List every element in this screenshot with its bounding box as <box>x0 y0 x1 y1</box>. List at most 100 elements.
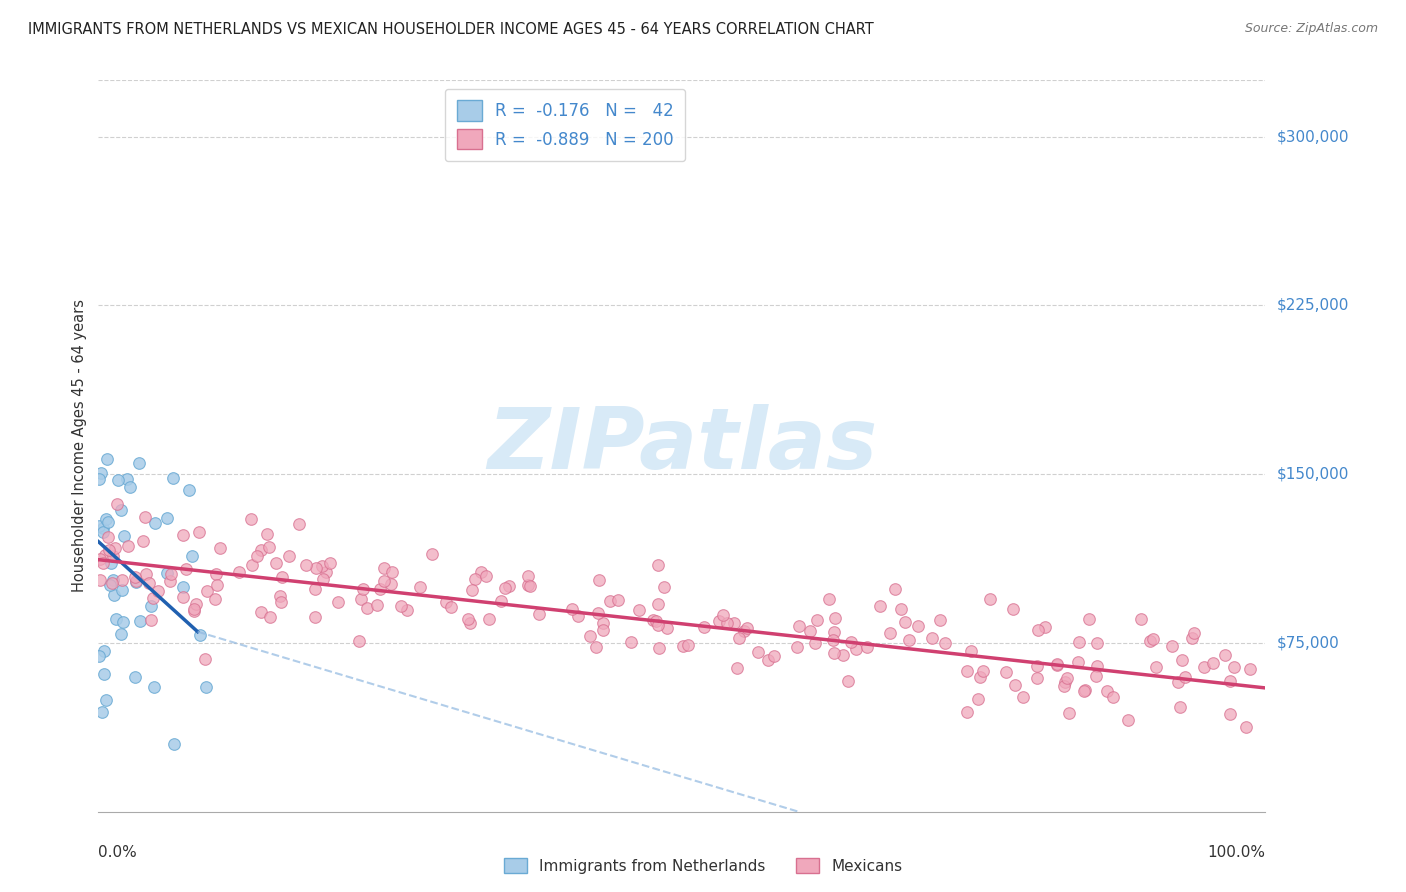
Point <box>762 649 785 664</box>
Point <box>1057 706 1080 720</box>
Point <box>786 640 808 655</box>
Point <box>644 614 666 628</box>
Point <box>208 541 231 556</box>
Point <box>1077 612 1099 626</box>
Point <box>93 524 115 539</box>
Point <box>97 530 120 544</box>
Point <box>117 539 139 553</box>
Point <box>159 567 181 582</box>
Point <box>1095 683 1118 698</box>
Point <box>470 565 492 579</box>
Point <box>972 664 994 678</box>
Point <box>100 575 122 590</box>
Point <box>110 627 132 641</box>
Point <box>959 644 981 658</box>
Point <box>240 558 263 572</box>
Point <box>561 602 583 616</box>
Point <box>592 616 614 631</box>
Point <box>478 611 501 625</box>
Point <box>118 479 141 493</box>
Point <box>112 529 135 543</box>
Point <box>1026 672 1049 686</box>
Point <box>96 512 118 526</box>
Point <box>1139 633 1161 648</box>
Point <box>879 625 901 640</box>
Point <box>111 573 134 587</box>
Point <box>278 549 301 564</box>
Point <box>207 577 229 591</box>
Point <box>967 692 990 706</box>
Point <box>845 641 868 656</box>
Point <box>124 574 146 589</box>
Point <box>89 573 111 587</box>
Point <box>693 620 716 634</box>
Point <box>111 582 134 597</box>
Point <box>728 631 751 645</box>
Point <box>588 606 610 620</box>
Point <box>110 503 132 517</box>
Point <box>491 594 513 608</box>
Point <box>90 706 112 720</box>
Point <box>90 467 112 481</box>
Point <box>647 597 669 611</box>
Point <box>458 615 481 630</box>
Point <box>156 566 179 581</box>
Point <box>464 572 486 586</box>
Point <box>228 565 250 579</box>
Point <box>138 575 160 590</box>
Point <box>799 624 821 639</box>
Point <box>269 589 291 603</box>
Point <box>1073 682 1095 697</box>
Point <box>1085 636 1108 650</box>
Point <box>592 624 614 638</box>
Point <box>756 653 779 667</box>
Point <box>124 670 146 684</box>
Point <box>475 569 498 583</box>
Point <box>380 577 402 591</box>
Point <box>141 599 163 613</box>
Point <box>89 648 111 663</box>
Point <box>100 578 122 592</box>
Point <box>1046 657 1069 672</box>
Point <box>326 595 349 609</box>
Point <box>172 580 194 594</box>
Point <box>93 548 115 562</box>
Point <box>1168 700 1191 714</box>
Text: 100.0%: 100.0% <box>1208 845 1265 860</box>
Point <box>288 517 311 532</box>
Point <box>159 574 181 588</box>
Point <box>655 621 678 635</box>
Text: $75,000: $75,000 <box>1277 635 1340 650</box>
Point <box>995 665 1018 679</box>
Point <box>389 599 412 614</box>
Point <box>1004 678 1026 692</box>
Text: ZIPatlas: ZIPatlas <box>486 404 877 488</box>
Point <box>643 613 665 627</box>
Text: 0.0%: 0.0% <box>98 845 138 860</box>
Point <box>1073 683 1095 698</box>
Point <box>141 613 163 627</box>
Point <box>1053 679 1076 693</box>
Point <box>979 591 1001 606</box>
Point <box>818 591 841 606</box>
Point <box>716 615 738 630</box>
Point <box>250 542 273 557</box>
Point <box>676 638 699 652</box>
Y-axis label: Householder Income Ages 45 - 64 years: Householder Income Ages 45 - 64 years <box>72 300 87 592</box>
Point <box>1033 620 1056 634</box>
Point <box>195 680 218 694</box>
Point <box>183 604 205 618</box>
Point <box>87 472 110 486</box>
Point <box>190 628 212 642</box>
Point <box>162 471 184 485</box>
Point <box>725 661 748 675</box>
Point <box>747 644 769 658</box>
Point <box>347 634 370 648</box>
Point <box>1234 720 1257 734</box>
Point <box>105 497 128 511</box>
Point <box>115 472 138 486</box>
Point <box>907 619 929 633</box>
Point <box>1067 656 1090 670</box>
Point <box>204 591 226 606</box>
Point <box>101 549 124 564</box>
